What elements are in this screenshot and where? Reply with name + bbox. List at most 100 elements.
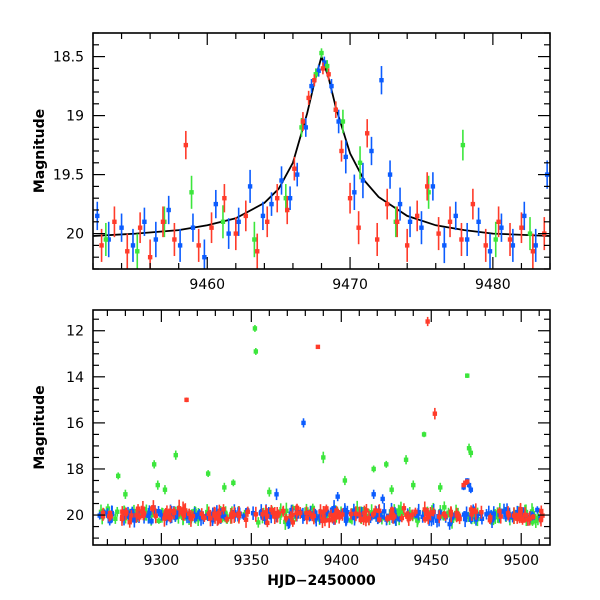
data-point-blue xyxy=(379,78,384,83)
data-point-blue xyxy=(522,213,527,219)
data-point-green xyxy=(173,452,178,458)
data-point-green xyxy=(411,482,416,488)
data-point-red xyxy=(265,219,270,224)
baseline-point-green xyxy=(354,507,360,512)
data-point-green xyxy=(222,485,227,490)
data-point-blue xyxy=(226,231,231,236)
baseline-point-blue xyxy=(301,515,307,520)
data-point-green xyxy=(162,487,168,492)
data-point-green xyxy=(313,72,318,77)
baseline-point-blue xyxy=(351,508,357,514)
data-point-blue xyxy=(419,225,424,230)
data-layer xyxy=(97,316,545,530)
data-point-red xyxy=(483,243,488,248)
baseline-point-red xyxy=(425,511,430,516)
baseline-point-red xyxy=(385,516,390,521)
data-point-red xyxy=(496,219,501,224)
baseline-point-blue xyxy=(175,510,180,515)
baseline-point-red xyxy=(307,510,312,516)
baseline-point-blue xyxy=(286,521,291,527)
data-point-blue xyxy=(202,255,207,260)
baseline-point-red xyxy=(119,516,125,522)
baseline-point-blue xyxy=(131,516,136,521)
baseline-point-red xyxy=(100,510,106,516)
baseline-point-red xyxy=(405,514,411,519)
baseline-point-green xyxy=(399,511,405,516)
baseline-point-red xyxy=(506,513,511,518)
data-point-green xyxy=(426,190,431,195)
baseline-point-red xyxy=(472,508,477,514)
baseline-point-blue xyxy=(471,506,476,511)
baseline-point-red xyxy=(281,508,286,514)
baseline-point-red xyxy=(179,510,185,515)
data-point-green xyxy=(340,119,346,124)
baseline-point-green xyxy=(398,506,404,512)
baseline-point-red xyxy=(516,513,521,518)
baseline-point-green xyxy=(256,520,261,525)
baseline-point-blue xyxy=(267,513,273,518)
data-point-green xyxy=(321,455,326,460)
data-point-red xyxy=(99,243,104,248)
baseline-point-red xyxy=(129,513,134,518)
baseline-point-red xyxy=(245,509,251,514)
baseline-point-blue xyxy=(491,511,496,516)
y-axis-label: Magnitude xyxy=(32,109,48,193)
baseline-point-blue xyxy=(241,514,246,519)
baseline-point-red xyxy=(124,510,129,515)
baseline-point-blue xyxy=(313,516,319,521)
data-point-blue xyxy=(316,68,321,73)
data-point-green xyxy=(371,466,376,472)
baseline-point-red xyxy=(107,514,112,519)
data-point-blue xyxy=(329,83,334,89)
baseline-point-red xyxy=(243,517,249,522)
data-point-red xyxy=(209,225,214,230)
baseline-point-red xyxy=(358,516,364,522)
baseline-point-red xyxy=(269,507,274,513)
y-tick-label: 18 xyxy=(66,462,84,478)
data-point-blue xyxy=(442,243,447,248)
baseline-point-red xyxy=(217,510,222,516)
data-point-blue xyxy=(119,225,124,230)
baseline-point-blue xyxy=(479,516,485,522)
data-point-blue xyxy=(322,60,327,65)
baseline-point-red xyxy=(199,511,204,516)
baseline-point-blue xyxy=(379,514,384,519)
baseline-point-red xyxy=(294,510,299,516)
baseline-point-red xyxy=(353,511,359,516)
data-point-red xyxy=(326,72,331,77)
baseline-point-red xyxy=(448,509,453,515)
baseline-point-red xyxy=(413,509,418,514)
data-point-green xyxy=(205,471,211,476)
baseline-point-green xyxy=(530,520,535,525)
data-point-red xyxy=(356,225,361,230)
data-point-green xyxy=(389,487,394,492)
x-tick-label: 9400 xyxy=(323,553,359,569)
data-point-blue xyxy=(335,494,340,499)
data-point-blue xyxy=(430,184,436,189)
data-point-red xyxy=(459,237,464,242)
baseline-point-red xyxy=(328,512,334,518)
data-point-blue xyxy=(213,201,219,207)
data-point-green xyxy=(155,482,160,488)
baseline-point-red xyxy=(377,508,382,514)
data-point-blue xyxy=(153,237,159,242)
baseline-point-red xyxy=(212,511,217,517)
baseline-point-red xyxy=(176,506,182,511)
baseline-point-blue xyxy=(262,516,267,522)
data-point-red xyxy=(530,249,536,254)
data-point-red xyxy=(137,225,143,230)
plot-frame xyxy=(92,309,551,546)
data-point-red xyxy=(447,219,453,224)
data-point-blue xyxy=(106,237,111,242)
baseline-point-blue xyxy=(447,521,452,527)
baseline-point-blue xyxy=(197,510,202,515)
data-point-blue xyxy=(279,178,284,183)
data-point-green xyxy=(220,219,226,224)
baseline-point-red xyxy=(539,508,544,514)
data-point-red xyxy=(519,225,524,230)
baseline-point-red xyxy=(183,508,188,513)
baseline-point-blue xyxy=(205,513,211,519)
baseline-point-blue xyxy=(218,513,223,519)
baseline-point-red xyxy=(469,512,474,517)
data-point-green xyxy=(325,63,330,69)
